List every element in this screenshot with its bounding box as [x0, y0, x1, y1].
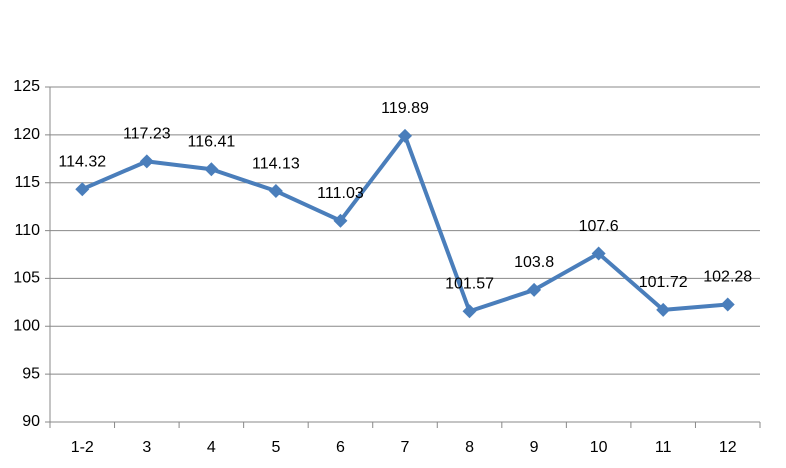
data-label: 102.28 [703, 269, 752, 286]
x-tick-label: 9 [530, 439, 539, 456]
marker [75, 182, 90, 197]
y-tick-label: 115 [14, 174, 40, 191]
y-tick-label: 100 [13, 318, 40, 335]
marker [462, 304, 477, 319]
marker [398, 128, 412, 143]
data-label: 111.03 [317, 185, 364, 202]
marker [139, 154, 154, 169]
data-label: 114.13 [252, 155, 300, 172]
x-tick-label: 10 [590, 439, 608, 456]
y-tick-label: 125 [13, 78, 40, 95]
data-label: 114.32 [58, 153, 106, 170]
data-line [81, 133, 728, 314]
marker [591, 246, 606, 261]
data-label: 119.89 [381, 100, 429, 117]
y-tick-label: 120 [13, 126, 40, 143]
data-label: 117.23 [123, 126, 171, 143]
marker [204, 162, 219, 177]
marker [268, 184, 283, 199]
y-tick-label: 90 [22, 413, 40, 430]
y-tick-label: 105 [13, 270, 40, 287]
x-tick-label: 3 [142, 439, 151, 456]
marker [656, 302, 671, 317]
x-tick-label: 4 [207, 439, 216, 456]
y-tick-label: 110 [14, 222, 40, 239]
x-tick-label: 11 [655, 439, 672, 456]
marker [527, 282, 542, 297]
data-label: 101.72 [639, 274, 688, 291]
x-tick-label: 5 [271, 439, 280, 456]
x-tick-label: 8 [465, 439, 474, 456]
x-tick-label: 6 [336, 439, 345, 456]
x-tick-label: 7 [401, 439, 410, 456]
data-label: 101.57 [445, 275, 494, 292]
x-tick-label: 12 [719, 439, 737, 456]
data-label: 116.41 [187, 133, 235, 150]
y-tick-label: 95 [22, 365, 40, 382]
data-label: 103.8 [514, 254, 554, 271]
marker [333, 213, 348, 228]
marker [720, 297, 735, 312]
x-tick-label: 1-2 [71, 439, 94, 456]
data-label: 107.6 [579, 218, 619, 235]
